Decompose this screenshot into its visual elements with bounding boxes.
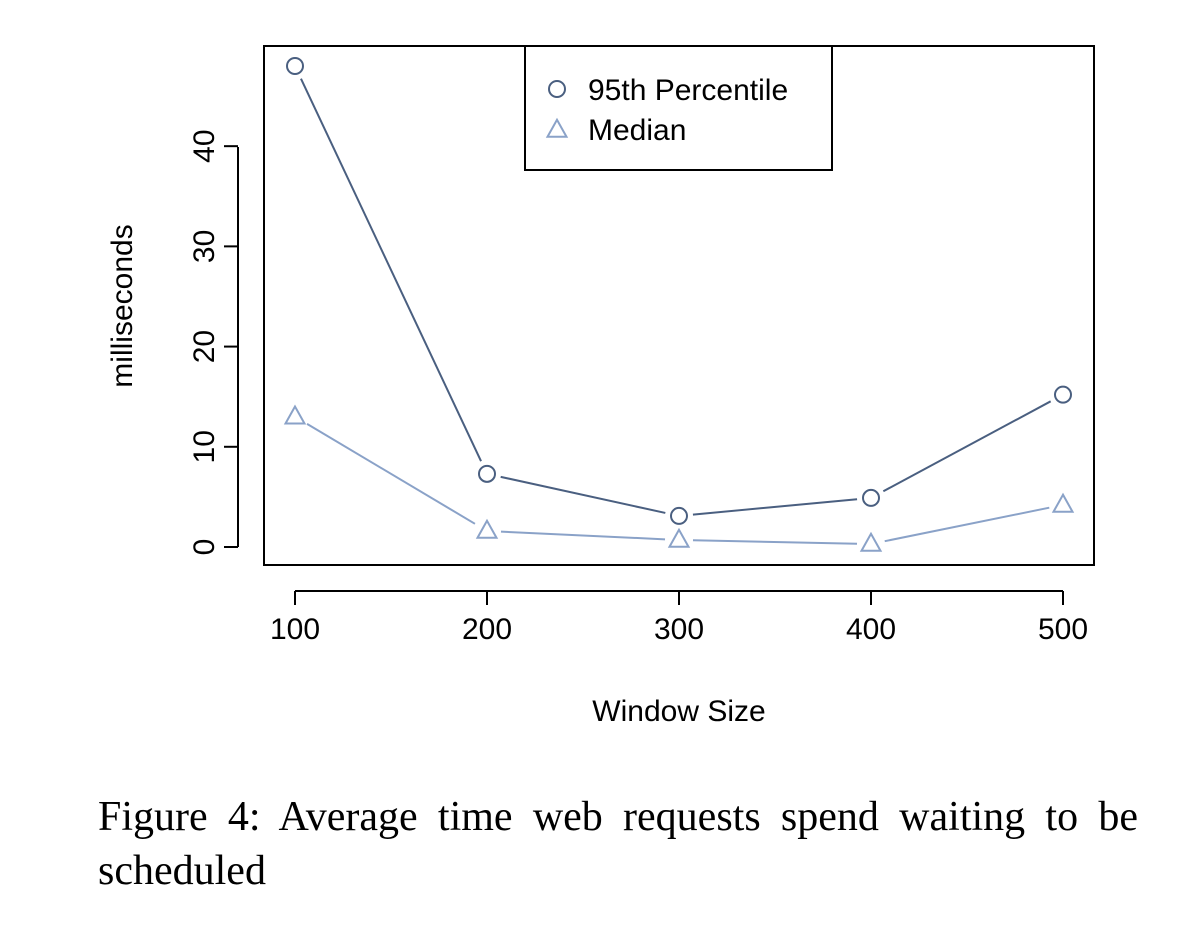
series-line-segment bbox=[692, 498, 858, 516]
data-point-triangle bbox=[667, 527, 691, 548]
series-line-segment bbox=[300, 78, 482, 462]
legend-label: 95th Percentile bbox=[588, 74, 788, 107]
y-tick-label: 10 bbox=[188, 430, 221, 463]
legend-label: Median bbox=[588, 114, 686, 147]
data-point-triangle bbox=[283, 404, 307, 425]
series-line-segment bbox=[692, 539, 858, 545]
y-tick-label: 0 bbox=[188, 539, 221, 556]
data-point-circle bbox=[670, 506, 688, 525]
y-tick-label: 40 bbox=[188, 129, 221, 162]
series-95th-percentile bbox=[286, 57, 1072, 525]
x-tick-label: 300 bbox=[654, 613, 704, 646]
data-point-triangle bbox=[859, 531, 883, 552]
series-line-segment bbox=[306, 423, 476, 525]
x-tick-label: 400 bbox=[846, 613, 896, 646]
data-point-circle bbox=[286, 57, 304, 75]
data-point-circle bbox=[1054, 385, 1072, 404]
data-point-circle bbox=[478, 464, 496, 483]
x-tick-label: 500 bbox=[1038, 613, 1088, 646]
data-point-triangle bbox=[1051, 492, 1075, 513]
series-line-segment bbox=[500, 475, 666, 514]
legend-box bbox=[524, 45, 833, 171]
figure-caption: Figure 4: Average time web requests spen… bbox=[98, 794, 1138, 894]
data-point-circle bbox=[862, 488, 880, 507]
x-tick-label: 100 bbox=[270, 613, 320, 646]
legend-entry: 95th Percentile bbox=[548, 74, 788, 107]
series-line-segment bbox=[500, 530, 666, 541]
series-median bbox=[283, 404, 1075, 552]
x-tick-label: 200 bbox=[462, 613, 512, 646]
y-tick-label: 20 bbox=[188, 330, 221, 363]
chart: 0 10 20 30 40 100 200 300 400 500 milliseconds W… bbox=[106, 45, 1095, 728]
legend-circle-marker bbox=[548, 80, 566, 98]
series-line-segment bbox=[882, 400, 1052, 493]
x-axis-label: Window Size bbox=[592, 695, 765, 728]
legend-entry: Median bbox=[545, 114, 686, 147]
series-line-segment bbox=[884, 506, 1050, 543]
y-axis-label: milliseconds bbox=[106, 224, 139, 387]
legend-triangle-marker bbox=[545, 117, 569, 138]
data-point-triangle bbox=[475, 518, 499, 539]
y-tick-label: 30 bbox=[188, 230, 221, 263]
